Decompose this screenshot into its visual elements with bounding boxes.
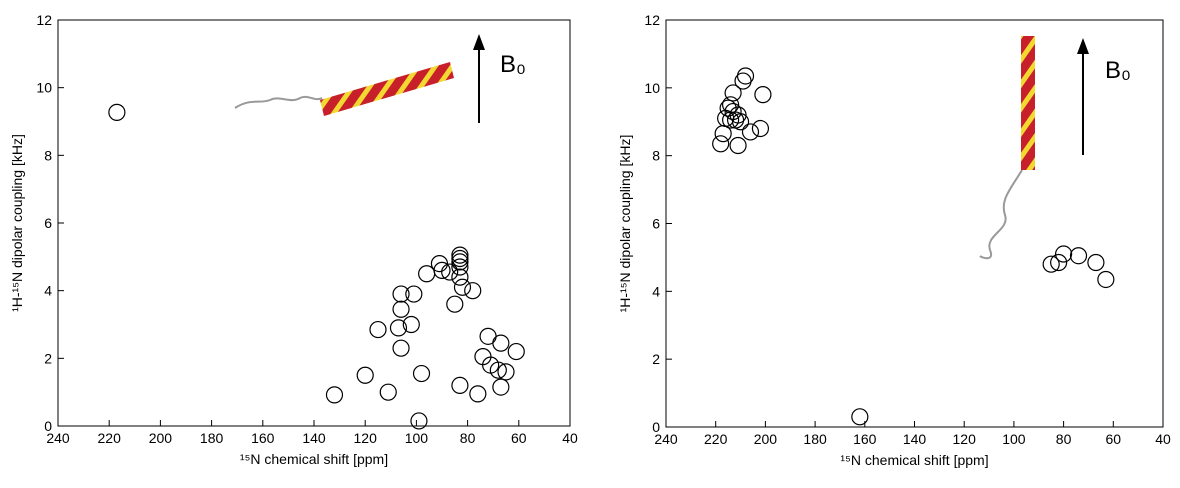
point (492, 378, 510, 396)
plot-frame (665, 19, 1164, 428)
point (451, 268, 469, 286)
y-tick-label: 2 (44, 350, 52, 366)
point (430, 255, 449, 273)
x-tick-label: 180 (803, 431, 827, 447)
y-tick-label: 8 (44, 147, 52, 163)
point (389, 319, 408, 337)
x-tick-label: 160 (853, 431, 877, 447)
point (441, 263, 459, 281)
y-tick-label: 4 (652, 283, 660, 299)
x-tick-label: 40 (562, 430, 578, 446)
x-tick-label: 120 (953, 431, 977, 447)
point (451, 253, 469, 271)
x-tick-label: 200 (754, 431, 778, 447)
point (392, 285, 410, 303)
point (731, 113, 750, 131)
y-tick-label: 12 (644, 12, 660, 28)
b0-arrowhead (1077, 38, 1089, 54)
y-tick-label: 8 (652, 148, 660, 164)
point (1087, 253, 1105, 272)
y-tick-label: 2 (652, 351, 660, 367)
point (392, 300, 410, 318)
point (446, 295, 464, 313)
point (451, 249, 469, 268)
x-tick-label: 60 (511, 430, 527, 446)
y-axis-label: ¹H-¹⁵N dipolar coupling [kHz] (9, 134, 25, 312)
x-tick-label: 160 (251, 430, 275, 446)
y-tick-label: 4 (44, 283, 52, 299)
point (724, 84, 742, 102)
point (712, 135, 730, 153)
point (108, 103, 126, 121)
annotation: B₀ (500, 51, 526, 78)
x-tick-label: 140 (903, 431, 927, 447)
y-axis-label: ¹H-¹⁵N dipolar coupling [kHz] (617, 135, 633, 313)
x-tick-label: 80 (1056, 431, 1072, 447)
x-tick-label: 240 (654, 431, 678, 447)
point (469, 385, 487, 403)
x-axis-label: ¹⁵N chemical shift [ppm] (240, 451, 388, 467)
x-tick-label: 220 (98, 430, 122, 446)
x-tick-label: 180 (200, 430, 224, 446)
point (497, 363, 515, 381)
point (379, 383, 397, 401)
helix-tail (234, 95, 323, 109)
point (451, 246, 469, 264)
helix (1021, 36, 1035, 170)
y-tick-label: 10 (644, 80, 660, 96)
point (1050, 253, 1068, 272)
point (325, 386, 344, 404)
annotation: B₀ (1105, 57, 1131, 84)
point (412, 364, 431, 383)
x-tick-label: 40 (1155, 431, 1171, 447)
point (405, 285, 423, 303)
point (356, 366, 374, 384)
y-tick-label: 0 (652, 419, 660, 435)
point (1097, 270, 1115, 289)
helix (320, 62, 454, 116)
y-tick-label: 0 (44, 418, 52, 434)
helix-tail (979, 169, 1023, 260)
x-tick-label: 80 (460, 430, 476, 446)
point (433, 261, 451, 279)
point (464, 282, 482, 300)
x-tick-label: 220 (704, 431, 728, 447)
y-tick-label: 6 (652, 216, 660, 232)
point (453, 278, 472, 296)
x-tick-label: 240 (46, 430, 70, 446)
point (492, 334, 510, 352)
point (489, 361, 507, 379)
point (451, 258, 469, 276)
y-tick-label: 6 (44, 215, 52, 231)
point (1042, 255, 1060, 273)
x-tick-label: 100 (405, 430, 429, 446)
point (1069, 247, 1088, 265)
x-axis-label: ¹⁵N chemical shift [ppm] (840, 452, 988, 468)
point (754, 86, 772, 104)
x-tick-label: 60 (1106, 431, 1122, 447)
point (369, 320, 387, 339)
plot-frame (57, 19, 571, 427)
point (741, 123, 760, 141)
x-tick-label: 200 (149, 430, 173, 446)
x-tick-label: 100 (1002, 431, 1026, 447)
point (410, 412, 428, 430)
x-tick-label: 140 (302, 430, 326, 446)
point (736, 67, 755, 85)
y-tick-label: 10 (36, 80, 52, 96)
point (729, 136, 747, 155)
point (751, 119, 770, 138)
point (1054, 245, 1073, 263)
point (451, 376, 469, 394)
x-tick-label: 120 (354, 430, 378, 446)
point (729, 106, 747, 124)
point (851, 408, 869, 426)
point (402, 315, 420, 334)
point (507, 342, 525, 361)
point (479, 327, 497, 345)
point (392, 339, 410, 357)
b0-arrowhead (473, 34, 485, 50)
y-tick-label: 12 (36, 12, 52, 28)
